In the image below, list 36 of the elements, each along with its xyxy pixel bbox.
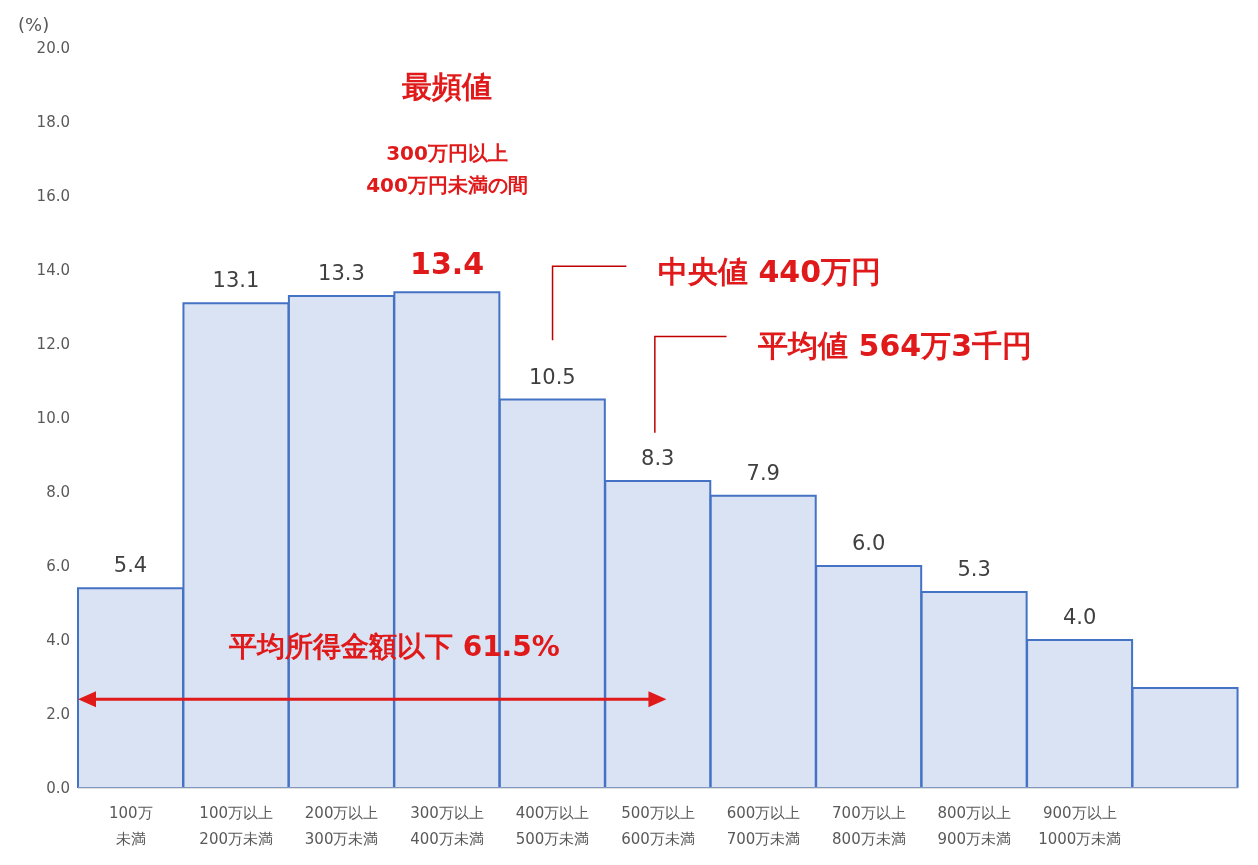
data-label: 13.3 [318,260,365,285]
x-tick-label: 800万以上900万未満 [937,804,1012,848]
data-label: 10.5 [528,364,576,389]
x-tick-label: 600万以上700万未満 [726,804,801,848]
data-label: 13.1 [212,268,260,293]
y-tick-label: 2.0 [46,705,70,724]
x-tick-label: 700万以上800万未満 [832,804,906,848]
data-label: 4.0 [1062,605,1097,629]
data-label: 5.4 [113,553,148,578]
data-label: 6.0 [851,531,886,555]
x-tick-label: 900万以上1000万未満 [1038,804,1122,848]
annotation: 13.4 [410,246,485,282]
x-tick-label: 500万以上600万未満 [621,804,695,848]
y-tick-label: 20.0 [36,39,70,58]
y-tick-label: 18.0 [36,113,70,132]
y-tick-label: 14.0 [36,261,70,280]
y-tick-label: 16.0 [36,187,70,206]
annotation: 最頻値 [401,67,494,106]
y-tick-label: 0.0 [46,779,70,798]
data-label: 8.3 [641,445,675,470]
y-axis-title: (%) [18,14,50,35]
x-tick-label: 100万以上200万未満 [199,804,273,848]
data-label: 7.9 [746,460,780,485]
annotation: 300万円以上 400万円未満の間 [365,139,529,199]
x-tick-label: 400万以上500万未満 [515,804,590,848]
y-tick-label: 6.0 [46,557,70,576]
data-label: 5.3 [957,556,991,581]
x-tick-label: 300万以上400万未満 [410,804,484,848]
x-tick-label: 200万以上300万未満 [304,804,379,848]
y-tick-label: 4.0 [46,631,70,650]
y-tick-label: 12.0 [36,335,70,354]
annotation: 中央値 440万円 [658,252,883,291]
y-tick-label: 10.0 [36,409,70,428]
y-tick-label: 8.0 [46,483,70,502]
x-tick-label: 100万未満 [108,804,153,848]
annotation: 平均値 564万3千円 [758,326,1034,365]
